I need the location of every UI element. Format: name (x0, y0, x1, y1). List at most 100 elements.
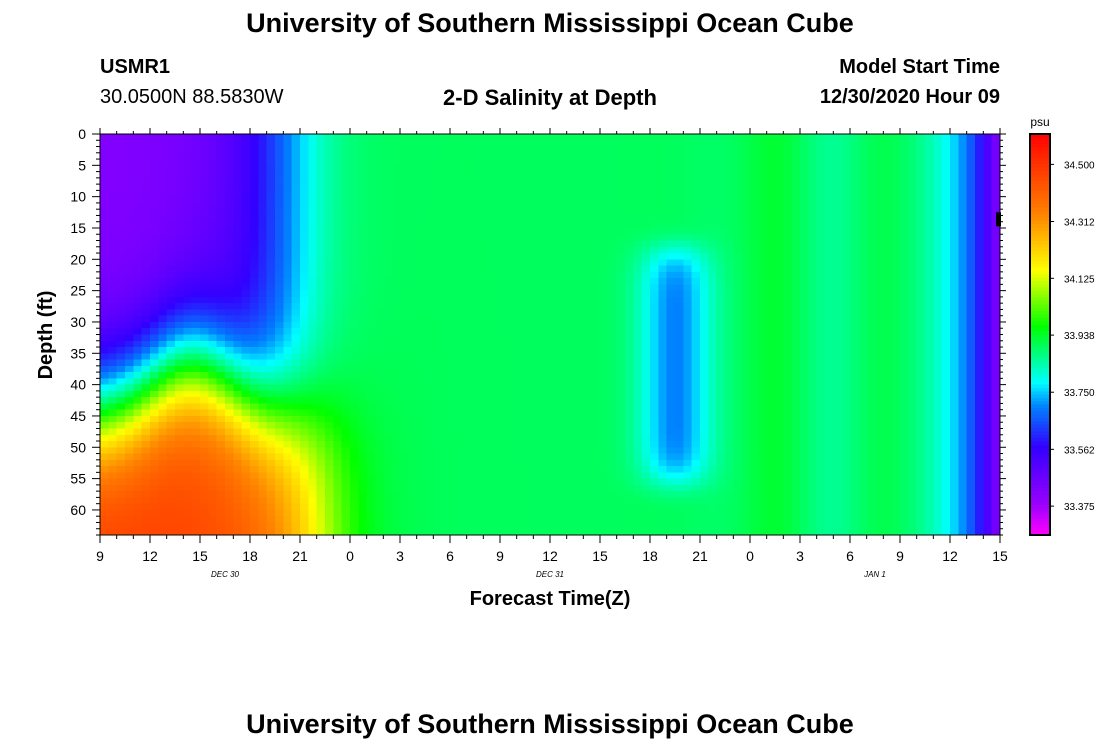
heatmap-cell (375, 466, 384, 473)
heatmap-cell (325, 459, 334, 467)
heatmap-cell (591, 215, 601, 223)
heatmap-cell (183, 278, 193, 285)
heatmap-cell (625, 227, 634, 235)
heatmap-cell (133, 146, 143, 154)
heatmap-cell (316, 409, 326, 417)
heatmap-cell (350, 441, 359, 448)
heatmap-cell (158, 347, 168, 354)
heatmap-cell (141, 453, 151, 461)
heatmap-cell (100, 359, 109, 367)
heatmap-cell (658, 528, 668, 536)
heatmap-cell (100, 497, 109, 505)
heatmap-cell (591, 365, 601, 373)
heatmap-cell (633, 528, 643, 536)
heatmap-cell (133, 303, 143, 311)
heatmap-cell (408, 441, 418, 448)
heatmap-cell (525, 240, 534, 248)
heatmap-cell (725, 365, 734, 373)
heatmap-cell (425, 190, 434, 198)
heatmap-cell (691, 353, 701, 361)
heatmap-cell (683, 171, 693, 179)
heatmap-cell (525, 146, 534, 154)
heatmap-cell (416, 296, 426, 304)
heatmap-cell (375, 171, 384, 179)
heatmap-cell (600, 353, 609, 361)
heatmap-cell (375, 422, 384, 430)
heatmap-cell (183, 227, 193, 235)
heatmap-cell (208, 234, 218, 242)
heatmap-cell (316, 165, 326, 173)
heatmap-cell (416, 165, 426, 173)
heatmap-cell (408, 378, 418, 386)
heatmap-cell (441, 184, 451, 191)
heatmap-cell (175, 359, 184, 367)
heatmap-cell (741, 184, 751, 191)
heatmap-cell (116, 528, 126, 536)
heatmap-cell (525, 259, 534, 267)
heatmap-cell (600, 278, 609, 285)
heatmap-cell (491, 478, 501, 486)
heatmap-cell (666, 134, 676, 141)
heatmap-cell (425, 265, 434, 273)
heatmap-cell (566, 497, 576, 505)
heatmap-cell (558, 459, 568, 467)
heatmap-cell (283, 184, 293, 191)
heatmap-cell (133, 497, 143, 505)
heatmap-cell (375, 434, 384, 442)
heatmap-cell (191, 159, 201, 166)
heatmap-cell (516, 509, 526, 517)
heatmap-cell (525, 484, 534, 492)
heatmap-cell (591, 415, 601, 423)
heatmap-cell (250, 353, 259, 361)
heatmap-cell (425, 215, 434, 223)
heatmap-cell (450, 509, 459, 517)
heatmap-cell (316, 221, 326, 229)
heatmap-cell (633, 340, 643, 348)
heatmap-cell (508, 384, 518, 392)
heatmap-cell (366, 509, 376, 517)
heatmap-cell (166, 509, 176, 517)
heatmap-cell (383, 528, 393, 536)
heatmap-cell (283, 441, 293, 448)
heatmap-cell (683, 478, 693, 486)
heatmap-cell (291, 509, 301, 517)
heatmap-cell (158, 497, 168, 505)
heatmap-cell (408, 365, 418, 373)
heatmap-cell (325, 509, 334, 517)
heatmap-cell (325, 215, 334, 223)
heatmap-cell (291, 309, 301, 317)
heatmap-cell (500, 140, 509, 148)
heatmap-cell (616, 415, 626, 423)
heatmap-cell (541, 221, 551, 229)
heatmap-cell (583, 415, 593, 423)
heatmap-cell (566, 372, 576, 379)
heatmap-cell (533, 378, 543, 386)
heatmap-cell (475, 503, 484, 511)
heatmap-cell (266, 509, 276, 517)
heatmap-cell (691, 441, 701, 448)
heatmap-cell (191, 303, 201, 311)
heatmap-cell (200, 478, 209, 486)
heatmap-cell (216, 184, 226, 191)
heatmap-cell (308, 459, 318, 467)
heatmap-cell (408, 491, 418, 499)
heatmap-cell (158, 296, 168, 304)
heatmap-cell (733, 378, 743, 386)
heatmap-cell (516, 422, 526, 430)
heatmap-cell (558, 347, 568, 354)
heatmap-cell (708, 434, 718, 442)
heatmap-cell (316, 528, 326, 536)
heatmap-cell (250, 134, 259, 141)
heatmap-cell (300, 278, 309, 285)
heatmap-cell (383, 390, 393, 398)
heatmap-cell (166, 177, 176, 185)
heatmap-cell (533, 284, 543, 292)
heatmap-cell (525, 284, 534, 292)
heatmap-cell (566, 152, 576, 160)
heatmap-cell (641, 209, 651, 217)
heatmap-cell (241, 271, 251, 279)
heatmap-cell (433, 303, 443, 311)
heatmap-cell (633, 422, 643, 430)
heatmap-cell (216, 409, 226, 417)
heatmap-cell (158, 491, 168, 499)
